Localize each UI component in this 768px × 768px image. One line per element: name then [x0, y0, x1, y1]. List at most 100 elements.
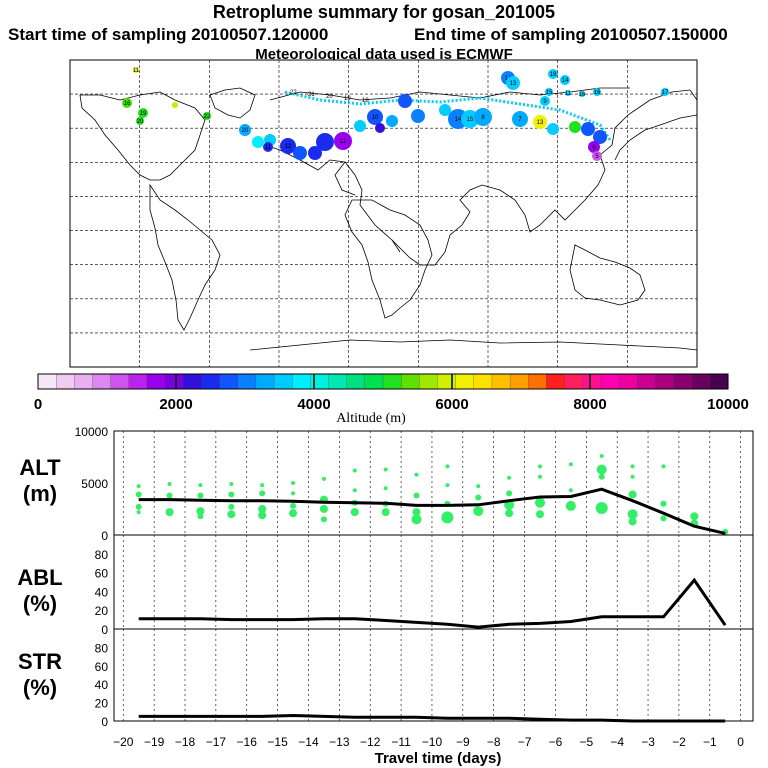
colorbar-cell [146, 373, 166, 390]
alt-dot [538, 474, 542, 479]
alt-dot [166, 492, 173, 499]
str-label-line1: STR [18, 649, 62, 674]
alt-mean-line [138, 487, 726, 535]
plume-point [136, 117, 144, 125]
colorbar-cell [637, 373, 656, 390]
plume-point-label: 20 [137, 119, 144, 125]
str-ytick-label: 80 [95, 641, 109, 655]
plume-point-label: 11 [340, 139, 347, 145]
alt-dot [473, 506, 484, 517]
plume-point-label: 13 [537, 120, 544, 126]
track-label: 21 [308, 92, 315, 98]
colorbar-cell [56, 373, 75, 390]
alt-dot [383, 467, 388, 472]
colorbar-cell [273, 373, 293, 390]
plume-point-label: 6 [592, 145, 596, 151]
plume-point-label: 11 [265, 145, 272, 151]
str-label-line2: (%) [23, 675, 57, 700]
alt-dot [135, 491, 142, 498]
plume-point [565, 90, 571, 96]
colorbar-cell [74, 373, 94, 390]
start-time-text: Start time of sampling 20100507.120000 [8, 25, 329, 44]
str-vgrid [122, 629, 741, 721]
alt-dot [259, 490, 266, 497]
alt-dot [291, 491, 296, 496]
map-frame [69, 59, 698, 368]
colorbar-tick-label: 8000 [573, 396, 606, 413]
str-yticks: 80 60 40 20 0 [95, 641, 109, 729]
x-tick-label: −15 [267, 735, 288, 749]
alt-dot [321, 476, 326, 481]
plume-point [533, 115, 547, 129]
plume-point [545, 88, 553, 96]
colorbar-cell [655, 373, 675, 390]
chart-title: Retroplume summary for gosan_201005 [212, 2, 556, 22]
coast-africa [344, 199, 433, 319]
plume-point-label: 16 [594, 90, 601, 96]
colorbar-cell [292, 373, 311, 390]
alt-dot [660, 500, 667, 507]
alt-dot [599, 453, 604, 458]
colorbar-cell [600, 373, 620, 390]
x-axis: −20 −19 −18 −17 −16 −15 −14 −13 −12 −11 −10 −9 −8 −7−… [113, 735, 744, 767]
abl-yticks: 80 60 40 20 0 [95, 548, 109, 637]
alt-dot [290, 502, 297, 509]
x-tick-label: −17 [206, 735, 227, 749]
str-ytick-label: 60 [95, 660, 109, 674]
abl-panel: 80 60 40 20 0 ABL (%) [17, 534, 754, 637]
alt-dot [167, 482, 172, 487]
alt-dot [596, 464, 607, 475]
str-frame [113, 628, 754, 722]
track-label: 19 [344, 96, 351, 102]
coast-antarctica [249, 339, 698, 351]
x-tick-label: −2 [672, 735, 686, 749]
x-tick-label: −16 [237, 735, 258, 749]
plume-points: 1116192022201112111014158141379191415111… [122, 67, 669, 161]
alt-dot [507, 475, 512, 480]
colorbar-cell [709, 373, 729, 390]
alt-dot [258, 511, 267, 520]
end-time-text: End time of sampling 20100507.150000 [414, 25, 728, 44]
plume-point [172, 102, 178, 108]
plume-point [203, 112, 211, 120]
alt-ytick-label: 0 [101, 529, 108, 543]
coast-north-america [79, 91, 206, 181]
alt-frame [113, 430, 754, 536]
plume-point-label: 11 [565, 91, 572, 97]
coast-eurasia-east [264, 89, 698, 266]
plume-point [474, 108, 492, 126]
alt-dot [535, 497, 545, 508]
plume-point-label: 16 [579, 92, 586, 98]
track-label: 22 [290, 90, 297, 96]
plume-point-label: 14 [562, 78, 569, 84]
str-panel: 80 60 40 20 0 STR (%) [18, 628, 754, 729]
x-axis-label: Travel time (days) [375, 750, 502, 767]
alt-dot [660, 515, 667, 522]
plume-point-label: 10 [372, 115, 379, 121]
alt-dot [630, 474, 635, 479]
abl-ytick-label: 0 [101, 623, 108, 637]
plume-track: 22 21 20 19 18 [284, 90, 612, 141]
map-panel: 22 21 20 19 18 11 16 19 20 22 20 11 12 11 10 14 15 8 14 13… [69, 59, 698, 368]
colorbar-ticks: 0 2000 4000 6000 8000 10000 [34, 374, 749, 413]
alt-dot [628, 490, 637, 499]
abl-label-line1: ABL [17, 565, 62, 590]
plume-point-label: 14 [455, 117, 462, 123]
colorbar-cell [491, 373, 511, 390]
plume-point-label: 16 [124, 101, 131, 107]
alt-dot [196, 507, 205, 516]
plume-point [593, 88, 601, 96]
colorbar-tick-label: 10000 [707, 396, 749, 413]
alt-dot [411, 514, 422, 525]
plume-point [398, 94, 412, 108]
alt-dot [506, 490, 513, 497]
colorbar-cell [110, 373, 130, 390]
alt-dot [135, 503, 142, 510]
colorbar-cell [255, 373, 275, 390]
plume-point-label: 15 [467, 117, 474, 123]
alt-dot [352, 488, 357, 493]
plume-point [593, 130, 607, 144]
colorbar-cell [582, 373, 602, 390]
colorbar-cell [473, 373, 493, 390]
alt-panel: 10000 5000 0 ALT (m) [19, 425, 754, 543]
